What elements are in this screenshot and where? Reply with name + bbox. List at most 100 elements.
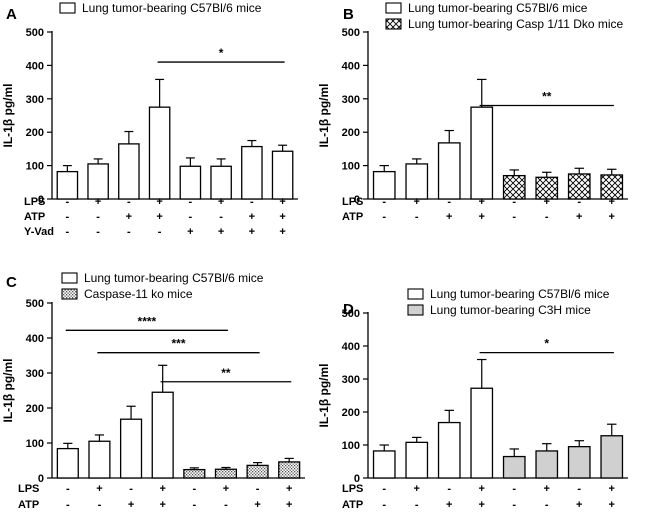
y-tick-label: 300	[342, 374, 360, 386]
condition-sign: +	[254, 499, 260, 511]
legend-swatch	[61, 288, 78, 300]
bar	[567, 445, 591, 479]
condition-sign: +	[128, 499, 134, 511]
bar	[151, 391, 174, 479]
bar	[210, 165, 232, 200]
y-tick-label: 500	[342, 308, 360, 320]
condition-sign: +	[187, 226, 193, 238]
bar	[246, 464, 269, 479]
condition-sign: -	[98, 499, 102, 511]
y-tick-label: 200	[342, 127, 360, 139]
bar	[470, 387, 494, 479]
condition-sign: -	[382, 196, 386, 208]
condition-sign: -	[129, 483, 133, 495]
condition-sign: -	[545, 211, 549, 223]
legend-label: Caspase-11 ko mice	[84, 287, 193, 301]
y-tick-label: 300	[26, 94, 44, 106]
y-axis-title: IL-1β pg/ml	[317, 84, 331, 148]
y-tick-label: 400	[342, 341, 360, 353]
condition-sign: +	[218, 196, 224, 208]
bar	[437, 142, 461, 200]
condition-sign: +	[159, 499, 165, 511]
condition-sign: +	[126, 211, 132, 223]
condition-sign: +	[414, 483, 420, 495]
y-tick-label: 200	[26, 403, 44, 415]
condition-sign: -	[66, 499, 70, 511]
panel-letter: A	[6, 6, 17, 23]
legend-swatch	[385, 2, 402, 14]
bar	[56, 170, 79, 200]
condition-label: ATP	[342, 211, 363, 223]
condition-sign: +	[479, 483, 485, 495]
condition-sign: -	[512, 196, 516, 208]
y-tick-label: 100	[342, 161, 360, 173]
bar	[502, 174, 526, 200]
y-axis-title: IL-1β pg/ml	[1, 359, 15, 423]
y-tick-label: 300	[342, 94, 360, 106]
significance-label: *	[544, 337, 549, 351]
bar	[241, 145, 263, 200]
bar	[437, 421, 461, 479]
condition-sign: +	[159, 483, 165, 495]
condition-sign: +	[156, 211, 162, 223]
condition-sign: -	[545, 499, 549, 511]
legend-swatch	[61, 272, 78, 284]
bar	[88, 440, 111, 479]
condition-sign: -	[415, 499, 419, 511]
condition-sign: -	[66, 226, 70, 238]
condition-sign: -	[256, 483, 260, 495]
condition-sign: +	[479, 499, 485, 511]
condition-sign: -	[219, 211, 223, 223]
bar	[119, 418, 143, 479]
y-tick-label: 0	[38, 194, 44, 206]
condition-sign: -	[224, 499, 228, 511]
panel-b: B 0 100 200 300 400 500 IL-1β pg/ml LPS - + - + - + - + A…	[317, 1, 628, 223]
condition-sign: +	[576, 211, 582, 223]
condition-sign: -	[382, 499, 386, 511]
legend-swatch	[385, 18, 402, 30]
significance-label: ***	[171, 337, 185, 351]
condition-label: Y-Vad	[24, 226, 54, 238]
bar	[535, 450, 559, 479]
condition-sign: -	[66, 483, 70, 495]
condition-label: ATP	[24, 211, 45, 223]
condition-sign: +	[544, 196, 550, 208]
condition-sign: -	[158, 226, 162, 238]
bar	[271, 150, 294, 200]
legend-label: Lung tumor-bearing C57Bl/6 mice	[84, 271, 264, 285]
y-tick-label: 200	[342, 407, 360, 419]
panel-a: A 0 100 200 300 400 500 IL-1β pg/ml LPS - + - + - + - + A…	[1, 1, 298, 238]
legend-label: Lung tumor-bearing C3H mice	[430, 303, 591, 317]
bar	[56, 447, 79, 479]
condition-sign: +	[286, 499, 292, 511]
condition-sign: -	[577, 196, 581, 208]
condition-sign: +	[609, 211, 615, 223]
bar	[535, 176, 559, 200]
legend-swatch	[59, 2, 76, 14]
bar	[214, 468, 238, 479]
condition-label: LPS	[342, 196, 363, 208]
y-tick-label: 300	[26, 368, 44, 380]
significance-label: **	[542, 89, 552, 103]
condition-label: LPS	[24, 196, 45, 208]
condition-sign: +	[96, 483, 102, 495]
condition-sign: -	[127, 226, 131, 238]
y-tick-label: 0	[38, 473, 44, 485]
panel-letter: B	[343, 6, 354, 23]
condition-sign: +	[576, 499, 582, 511]
condition-sign: +	[279, 196, 285, 208]
legend-label: Lung tumor-bearing C57Bl/6 mice	[408, 1, 588, 15]
condition-sign: +	[479, 196, 485, 208]
condition-sign: -	[250, 196, 254, 208]
condition-sign: +	[286, 483, 292, 495]
condition-sign: -	[382, 211, 386, 223]
panel-c: C 0 100 200 300 400 500 IL-1β pg/ml LPS - + - + - + - + A…	[1, 271, 305, 511]
condition-sign: +	[446, 211, 452, 223]
condition-sign: +	[609, 483, 615, 495]
y-tick-label: 500	[342, 27, 360, 39]
bar	[405, 163, 429, 200]
bar	[179, 165, 202, 200]
y-tick-label: 500	[26, 298, 44, 310]
panel-d: D 0 100 200 300 400 500 IL-1β pg/ml LPS - + - + - + - + A…	[317, 287, 628, 511]
